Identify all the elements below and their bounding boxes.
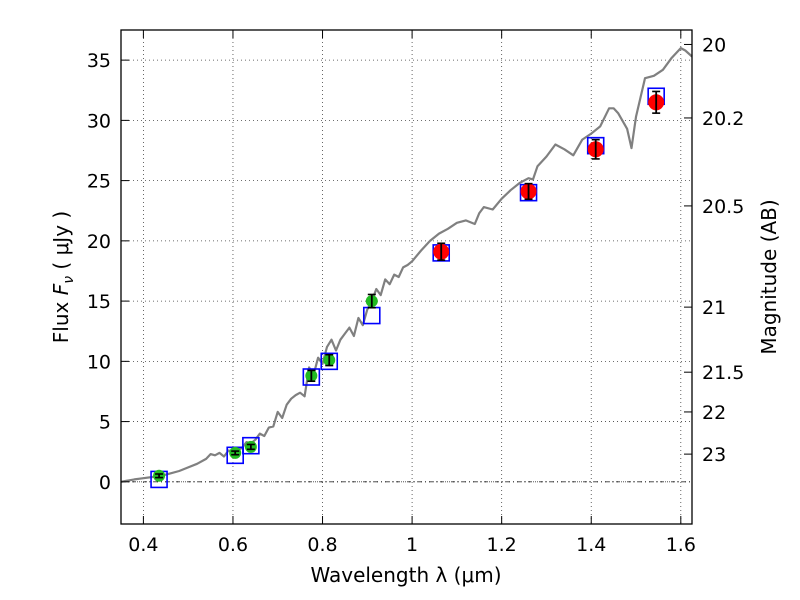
- y-tick-label: 15: [87, 291, 111, 313]
- tick-labels: 0.4 0.6 0.8 1 1.2 1.4 1.6 0 5 10 15 20 25 30 35 20 20.2 2…: [87, 34, 745, 556]
- y-tick-label: 35: [87, 50, 111, 72]
- y-tick-label: 10: [87, 351, 111, 373]
- axes: [120, 29, 693, 525]
- x-tick-label: 0.8: [307, 534, 337, 556]
- x-tick-label: 0.4: [128, 534, 158, 556]
- model-spectrum: [120, 47, 693, 483]
- y-axis-title-suffix: ( μJy ): [49, 211, 73, 276]
- x-tick-label: 1.4: [576, 534, 606, 556]
- y-axis-title-symbol: F: [49, 283, 73, 295]
- model-photometry-markers: [150, 87, 665, 489]
- right-axis-title: Magnitude (AB): [757, 199, 781, 354]
- model-photometry-square: [302, 368, 321, 386]
- x-tick-label: 1: [406, 534, 418, 556]
- right-tick-label: 23: [702, 444, 726, 466]
- model-spectrum-line: [120, 47, 693, 483]
- right-tick-label: 20.5: [702, 196, 744, 218]
- model-photometry-square: [320, 352, 339, 371]
- y-tick-label: 25: [87, 171, 111, 193]
- observed-photometry: [153, 90, 665, 482]
- x-tick-label: 1.6: [666, 534, 696, 556]
- right-tick-label: 22: [702, 402, 726, 424]
- right-tick-label: 21.5: [702, 362, 744, 384]
- right-tick-label: 20: [702, 34, 726, 56]
- x-tick-label: 1.2: [487, 534, 517, 556]
- y-axis-title: Flux Fν ( μJy ): [49, 211, 77, 343]
- right-tick-label: 20.2: [702, 108, 744, 130]
- y-axis-title-subscript: ν: [61, 276, 77, 284]
- right-tick-label: 21: [702, 297, 726, 319]
- y-axis-title-prefix: Flux: [49, 295, 73, 343]
- y-tick-label: 5: [99, 412, 111, 434]
- x-tick-label: 0.6: [218, 534, 248, 556]
- grid: [121, 30, 692, 524]
- x-axis-title: Wavelength λ (μm): [310, 563, 501, 587]
- plot-frame: [120, 29, 693, 525]
- y-tick-label: 0: [99, 472, 111, 494]
- model-photometry-square: [242, 436, 260, 455]
- y-tick-label: 20: [87, 231, 111, 253]
- y-tick-label: 30: [87, 110, 111, 132]
